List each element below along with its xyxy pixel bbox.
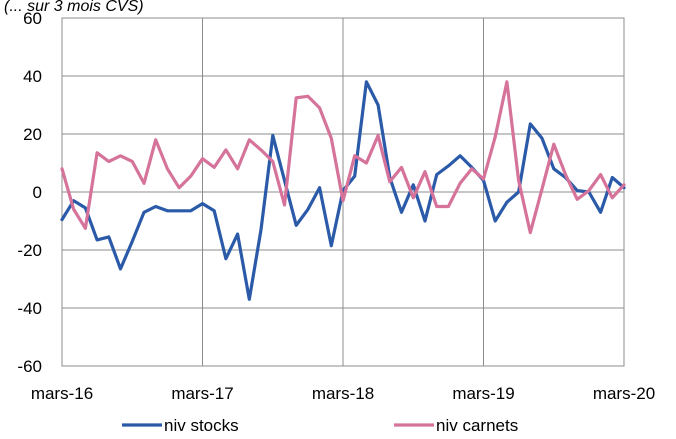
y-tick-label: 40: [23, 67, 42, 86]
chart-subtitle: (... sur 3 mois CVS): [4, 0, 144, 15]
x-tick-label: mars-17: [171, 384, 233, 403]
x-tick-label: mars-18: [312, 384, 374, 403]
series-line-1: [60, 80, 626, 235]
y-tick-label: -20: [17, 241, 42, 260]
y-tick-label: 60: [23, 9, 42, 28]
x-tick-label: mars-16: [31, 384, 93, 403]
y-tick-label: -40: [17, 299, 42, 318]
x-tick-label: mars-19: [452, 384, 514, 403]
x-tick-label: mars-20: [593, 384, 655, 403]
plot-frame: [61, 17, 625, 367]
y-tick-label: 0: [33, 183, 42, 202]
legend-label-0: niv stocks: [164, 416, 239, 435]
series-group: [60, 80, 626, 301]
y-tick-label: 20: [23, 125, 42, 144]
y-tick-label: -60: [17, 357, 42, 376]
y-axis: -60 -40 -20 0 20 40 60: [17, 9, 42, 376]
x-axis: mars-16 mars-17 mars-18 mars-19 mars-20: [31, 384, 655, 403]
series-line-0: [60, 80, 626, 301]
legend: niv stocks niv carnets: [122, 416, 518, 435]
legend-label-1: niv carnets: [436, 416, 518, 435]
